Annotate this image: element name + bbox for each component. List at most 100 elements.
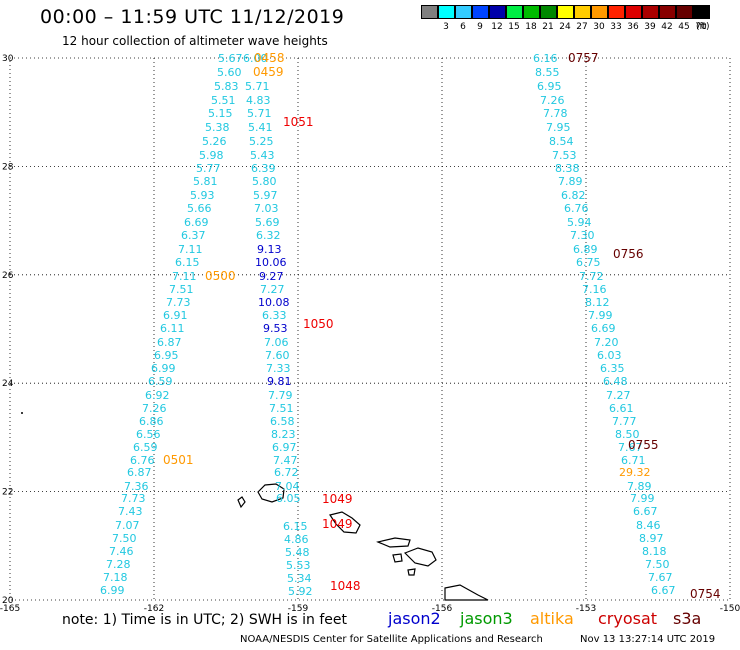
island-kauai — [257, 483, 285, 503]
swh-value: 6.99 — [151, 362, 176, 375]
island-lanai — [392, 553, 403, 563]
swh-value: 5.92 — [288, 585, 313, 598]
scale-label: 45 — [678, 22, 690, 32]
scale-swatch — [540, 5, 557, 19]
swh-value: 7.33 — [266, 362, 291, 375]
swh-value: 7.89 — [558, 175, 583, 188]
swh-value: 6.97 — [272, 441, 297, 454]
credit-line: NOAA/NESDIS Center for Satellite Applica… — [240, 634, 543, 645]
scale-swatch — [676, 5, 693, 19]
swh-value: 6.71 — [621, 454, 646, 467]
swh-value: 6.15 — [283, 520, 308, 533]
swh-value: 7.43 — [118, 505, 143, 518]
swh-value: 6.72 — [274, 466, 299, 479]
lat-tick-label: 20 — [2, 596, 14, 606]
swh-value: 5.69 — [255, 216, 280, 229]
swh-value: 7.73 — [121, 492, 146, 505]
swh-value: 6.89 — [573, 243, 598, 256]
swh-value: 6.00 — [243, 52, 268, 65]
swh-value: 10.08 — [258, 296, 290, 309]
swh-value: 6.33 — [262, 309, 287, 322]
scale-label: 15 — [508, 22, 520, 32]
swh-value: 4.83 — [246, 94, 271, 107]
swh-value: 5.71 — [247, 107, 272, 120]
swh-value: 7.07 — [115, 519, 140, 532]
swh-value: 9.81 — [267, 375, 292, 388]
swh-value: 5.34 — [287, 572, 312, 585]
lon-tick-label: -159 — [288, 604, 309, 614]
swh-value: 6.82 — [561, 189, 586, 202]
lon-tick-label: -150 — [720, 604, 740, 614]
swh-value: 7.20 — [594, 336, 619, 349]
scale-label: 18 — [525, 22, 537, 32]
scale-label: 27 — [576, 22, 588, 32]
units-note: note: 1) Time is in UTC; 2) SWH is in fe… — [62, 612, 348, 628]
scale-label: 9 — [477, 22, 483, 32]
pass-time: 1051 — [283, 115, 314, 129]
island-niihau — [237, 496, 246, 509]
swh-value: 7.47 — [273, 454, 298, 467]
lat-lon-grid: -165 -162 -159 -156 -153 -150 20 22 24 26 28 30 — [0, 54, 740, 614]
lon-tick-label: -165 — [0, 604, 20, 614]
swh-value: 6.32 — [256, 229, 281, 242]
island-hawaii — [444, 584, 489, 601]
swh-value: 6.76 — [130, 454, 155, 467]
swh-value: 6.15 — [175, 256, 200, 269]
swh-value: 7.67 — [618, 441, 643, 454]
swh-value: 7.16 — [582, 283, 607, 296]
lat-tick-label: 30 — [2, 54, 14, 64]
swh-value: 6.87 — [157, 336, 182, 349]
swh-value: 5.80 — [252, 175, 277, 188]
lon-tick-label: -156 — [432, 604, 453, 614]
scale-label: 33 — [610, 22, 622, 32]
scale-label: 70 — [695, 22, 707, 32]
swh-value: 7.50 — [112, 532, 137, 545]
swh-value: 8.46 — [636, 519, 661, 532]
swh-value-labels: 5.675.605.835.515.155.385.265.985.775.81… — [100, 52, 676, 598]
islet-marker — [21, 412, 23, 414]
swh-value: 6.05 — [276, 492, 301, 505]
swh-value: 9.53 — [263, 322, 288, 335]
swh-value: 5.71 — [245, 80, 270, 93]
swh-value: 5.67 — [218, 52, 243, 65]
swh-value: 7.11 — [178, 243, 203, 256]
scale-swatch — [608, 5, 625, 19]
pass-time: 0459 — [253, 65, 284, 79]
swh-value: 6.56 — [136, 428, 161, 441]
scale-label: 3 — [443, 22, 449, 32]
swh-value: 5.26 — [202, 135, 227, 148]
swh-value: 7.89 — [627, 480, 652, 493]
satellite-s3a: s3a — [673, 609, 702, 628]
swh-value: 7.51 — [269, 402, 294, 415]
swh-value: 6.59 — [133, 441, 158, 454]
swh-value: 8.55 — [535, 66, 560, 79]
swh-value: 7.28 — [106, 558, 131, 571]
island-maui — [403, 547, 437, 567]
scale-swatch — [506, 5, 523, 19]
color-scale-unit: (ft) — [696, 22, 710, 32]
swh-value: 7.77 — [612, 415, 637, 428]
scale-swatch — [455, 5, 472, 19]
swh-value: 6.16 — [533, 52, 558, 65]
swh-value: 7.26 — [142, 402, 167, 415]
swh-value: 9.13 — [257, 243, 282, 256]
satellite-altika: altika — [530, 609, 574, 628]
lat-tick-label: 24 — [2, 379, 14, 389]
pass-time: 1048 — [330, 579, 361, 593]
scale-swatch — [489, 5, 506, 19]
pass-time: 0501 — [163, 453, 194, 467]
lat-tick-label: 22 — [2, 488, 13, 498]
island-kahoolawe — [407, 568, 416, 576]
swh-value: 6.39 — [251, 162, 276, 175]
swh-value: 7.11 — [172, 270, 197, 283]
hawaii-islands — [21, 412, 489, 601]
swh-value: 5.77 — [196, 162, 221, 175]
swh-value: 7.72 — [579, 270, 604, 283]
pass-time: 1049 — [322, 492, 353, 506]
swh-value: 7.60 — [265, 349, 290, 362]
scale-swatch — [642, 5, 659, 19]
swh-value: 7.26 — [540, 94, 565, 107]
swh-value: 6.76 — [564, 202, 589, 215]
swh-value: 6.59 — [148, 375, 173, 388]
swh-value: 6.37 — [181, 229, 206, 242]
